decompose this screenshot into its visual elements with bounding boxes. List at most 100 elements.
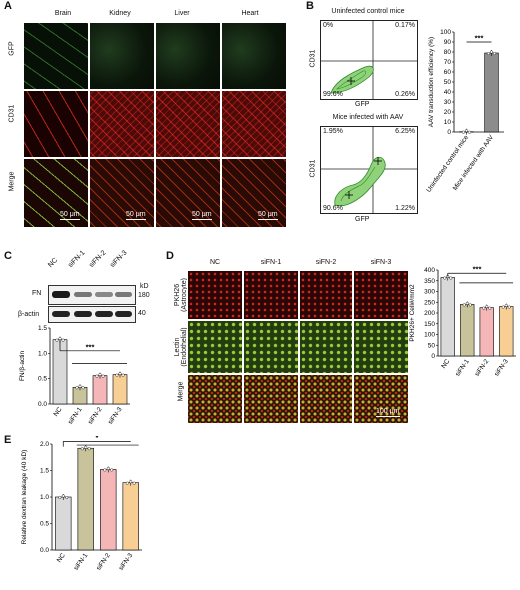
y-tick-label: 0.0 <box>40 547 49 554</box>
data-point <box>61 338 65 342</box>
y-tick-label: 0 <box>431 353 435 360</box>
y-tick-label: 0.5 <box>38 376 47 383</box>
d-row-label-lectin: Lectin (Endothelial) <box>174 326 188 368</box>
data-point <box>55 338 59 342</box>
bar <box>484 52 499 133</box>
facs-bottom-ll: 90.6% <box>323 205 343 212</box>
y-tick-label: 30 <box>444 99 452 106</box>
y-axis-label: PKH26+ Cell#/mm2 <box>409 284 416 342</box>
data-point <box>501 305 505 309</box>
data-point <box>58 337 62 341</box>
facs-top-ur: 0.17% <box>395 22 415 29</box>
micrograph-gfp-liver <box>155 22 221 90</box>
y-tick-label: 40 <box>444 89 452 96</box>
blot-kd-actin: 40 <box>138 310 146 317</box>
blot-band <box>95 311 113 317</box>
data-point <box>78 384 82 388</box>
y-axis-label: FN/β-actin <box>19 351 26 381</box>
data-point <box>461 130 465 134</box>
x-tick-label: siFN-1 <box>67 406 84 426</box>
data-point <box>125 481 129 485</box>
data-point <box>61 494 65 498</box>
row-label-cd31: CD31 <box>8 104 16 123</box>
blot-fn-membrane <box>48 285 136 305</box>
chart-d-pkh26-count: 0 50 100 150 200 250 300 350 400 PKH26+ Cell#/mm2… <box>409 265 516 378</box>
x-tick-label: NC <box>56 552 67 564</box>
bar <box>460 304 475 357</box>
data-point <box>493 52 497 56</box>
y-tick-label: 150 <box>424 321 435 328</box>
y-tick-label: 350 <box>424 278 435 285</box>
panel-label-d: D <box>166 250 174 262</box>
x-tick-label: siFN-1 <box>454 358 471 378</box>
data-point <box>465 129 469 133</box>
bar <box>55 496 72 551</box>
data-point <box>98 373 102 377</box>
data-point <box>482 306 486 310</box>
data-point <box>110 468 114 472</box>
blot-lane-label-sifn2: siFN-2 <box>88 249 108 269</box>
x-tick-label: siFN-3 <box>493 358 510 378</box>
significance-label: *** <box>475 34 484 43</box>
micrograph-cd31-kidney <box>89 90 155 158</box>
data-point <box>106 466 110 470</box>
facs-bottom-title: Mice infected with AAV <box>332 114 404 121</box>
blot-kd-label: kD <box>140 283 149 290</box>
micrograph-pkh26-nc <box>187 270 243 320</box>
micrograph-merge-nc <box>187 374 243 424</box>
d-col-label-nc: NC <box>209 259 221 266</box>
y-tick-label: 1.5 <box>40 468 49 475</box>
data-point <box>465 301 469 305</box>
facs-bottom-xlabel: GFP <box>355 216 370 223</box>
facs-bottom-ylabel: CD31 <box>309 159 317 178</box>
y-tick-label: 1.5 <box>38 325 47 332</box>
x-tick-label: siFN-3 <box>107 406 124 426</box>
facs-top-xlabel: GFP <box>355 101 370 108</box>
d-row-label-pkh26-line1: PKH26 <box>174 283 181 307</box>
data-point <box>468 130 472 134</box>
y-tick-label: 50 <box>444 79 452 86</box>
micrograph-pkh26-sifn1 <box>243 270 299 320</box>
significance-label: * <box>96 436 99 442</box>
col-label-liver: Liver <box>174 10 190 17</box>
bar <box>100 469 117 551</box>
y-tick-label: 250 <box>424 299 435 306</box>
micrograph-pkh26-sifn3 <box>353 270 409 320</box>
data-point <box>507 305 511 309</box>
y-tick-label: 20 <box>444 109 452 116</box>
micrograph-lectin-nc <box>187 320 243 374</box>
blot-kd-fn: 180 <box>138 292 150 299</box>
x-tick-label: siFN-3 <box>118 552 135 572</box>
x-tick-label: NC <box>440 358 451 370</box>
bar <box>112 374 128 405</box>
y-tick-label: 60 <box>444 69 452 76</box>
col-label-brain: Brain <box>54 10 72 17</box>
y-axis-label: AAV transduction efficiency (%) <box>428 37 435 127</box>
y-tick-label: 2.0 <box>40 441 49 448</box>
col-label-heart: Heart <box>241 10 259 17</box>
x-tick-label: siFN-2 <box>87 406 104 426</box>
data-point <box>504 304 508 308</box>
y-tick-label: 100 <box>440 29 451 36</box>
micrograph-merge-sifn3 <box>353 374 409 424</box>
micrograph-merge-liver <box>155 158 221 228</box>
micrograph-lectin-sifn2 <box>299 320 353 374</box>
data-point <box>118 372 122 376</box>
data-point <box>468 303 472 307</box>
bar <box>92 375 108 405</box>
d-row-label-merge: Merge <box>177 381 185 402</box>
y-tick-label: 400 <box>424 267 435 274</box>
data-point <box>65 496 69 500</box>
y-tick-label: 300 <box>424 289 435 296</box>
blot-band <box>74 292 92 297</box>
significance-label: *** <box>473 265 482 274</box>
y-tick-label: 50 <box>428 342 436 349</box>
facs-top-ul: 0% <box>323 22 334 29</box>
blot-band <box>115 292 132 297</box>
data-point <box>121 373 125 377</box>
bar <box>479 307 494 357</box>
y-tick-label: 70 <box>444 59 452 66</box>
scale-bar-heart: 50 μm <box>258 211 278 220</box>
data-point <box>95 374 99 378</box>
y-tick-label: 90 <box>444 39 452 46</box>
